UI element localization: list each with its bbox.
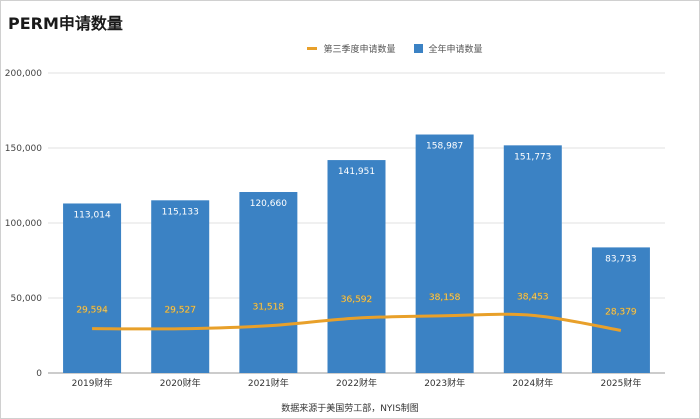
line-data-label: 29,527 xyxy=(164,306,196,316)
x-tick-label: 2024财年 xyxy=(512,377,553,389)
bar xyxy=(503,145,562,373)
bar xyxy=(327,160,386,373)
y-tick-label: 0 xyxy=(36,369,42,379)
x-tick-label: 2025财年 xyxy=(600,377,641,389)
source-note: 数据来源于美国劳工部，NYIS制图 xyxy=(281,404,419,414)
line-data-label: 29,594 xyxy=(76,306,108,316)
y-tick-label: 50,000 xyxy=(11,294,43,304)
y-tick-label: 100,000 xyxy=(5,219,42,229)
legend-item-annual: 全年申请数量 xyxy=(413,42,483,55)
bar-data-label: 151,773 xyxy=(514,152,551,162)
x-tick-label: 2022财年 xyxy=(336,377,377,389)
x-tick-label: 2023财年 xyxy=(424,377,465,389)
chart-title: PERM申请数量 xyxy=(8,14,123,33)
y-tick-label: 200,000 xyxy=(5,69,42,79)
bar xyxy=(415,134,474,373)
bar xyxy=(151,200,210,373)
bar xyxy=(63,203,122,373)
y-tick-label: 150,000 xyxy=(5,144,42,154)
bar-data-label: 141,951 xyxy=(338,167,375,177)
legend-swatch-line xyxy=(307,47,318,50)
legend-swatch-bar xyxy=(413,44,423,53)
bar-data-label: 158,987 xyxy=(426,142,463,152)
x-tick-label: 2021财年 xyxy=(248,377,289,389)
line-data-label: 31,518 xyxy=(253,303,285,313)
bar-data-label: 113,014 xyxy=(73,210,110,220)
bar xyxy=(591,247,650,373)
line-data-label: 38,158 xyxy=(429,293,461,303)
x-tick-label: 2020财年 xyxy=(160,377,201,389)
bar-data-label: 120,660 xyxy=(250,199,287,209)
legend-item-q3: 第三季度申请数量 xyxy=(307,42,396,55)
line-series xyxy=(92,312,622,332)
x-tick-label: 2019财年 xyxy=(72,377,113,389)
legend: 第三季度申请数量 全年申请数量 xyxy=(0,42,700,55)
legend-label: 全年申请数量 xyxy=(428,45,483,55)
legend-label: 第三季度申请数量 xyxy=(323,45,396,55)
bar-data-label: 83,733 xyxy=(605,254,637,264)
line-data-label: 38,453 xyxy=(517,292,549,302)
line-data-label: 36,592 xyxy=(341,295,373,305)
bar xyxy=(239,192,298,373)
bar-data-label: 115,133 xyxy=(162,207,199,217)
line-data-label: 28,379 xyxy=(605,307,637,317)
